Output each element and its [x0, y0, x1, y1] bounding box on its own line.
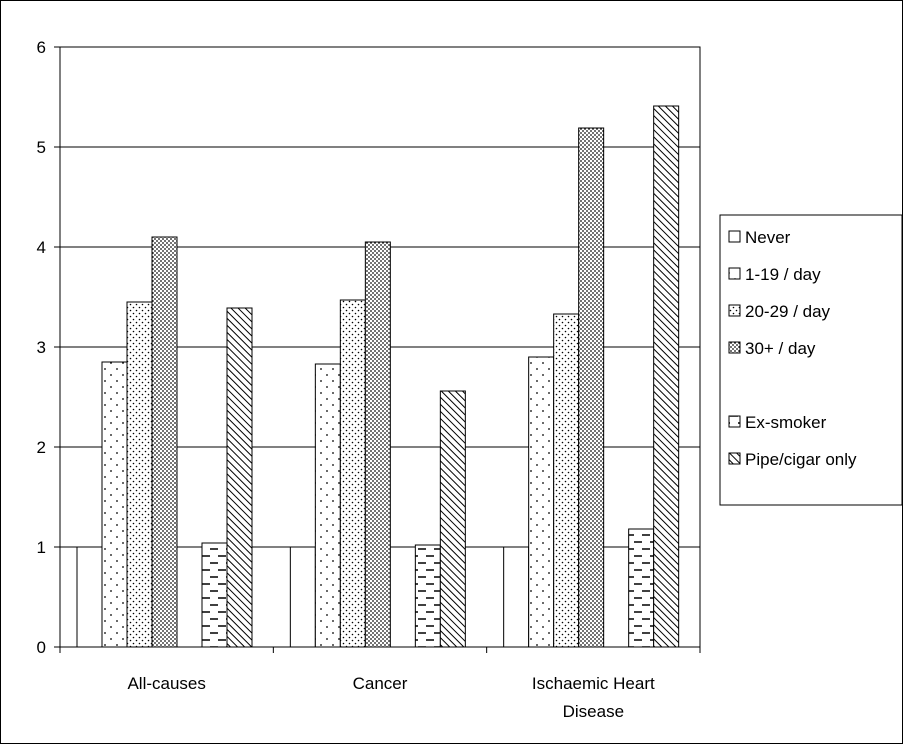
legend-label: Ex-smoker	[745, 413, 827, 432]
bar	[439, 390, 466, 648]
legend-swatch	[728, 304, 741, 317]
bars	[76, 105, 680, 648]
bar	[364, 241, 391, 648]
bar	[528, 356, 555, 648]
y-tick-label: 6	[37, 38, 46, 57]
y-tick-label: 1	[37, 538, 46, 557]
bar	[414, 544, 441, 648]
legend-swatch	[728, 452, 741, 465]
category-label: Disease	[563, 702, 624, 721]
category-label: Ischaemic Heart	[532, 674, 655, 693]
bar	[226, 307, 253, 648]
bar	[339, 299, 366, 648]
y-tick-label: 5	[37, 138, 46, 157]
plot-area-border	[59, 46, 701, 648]
legend-label: 1-19 / day	[745, 265, 821, 284]
bar	[553, 313, 580, 648]
y-tick-label: 2	[37, 438, 46, 457]
y-tick-label: 3	[37, 338, 46, 357]
legend-box	[719, 214, 903, 506]
bar	[76, 546, 103, 648]
legend-label: 20-29 / day	[745, 302, 831, 321]
legend-label: Never	[745, 228, 791, 247]
legend-label: 30+ / day	[745, 339, 816, 358]
bar	[628, 528, 655, 648]
y-tick-label: 4	[37, 238, 46, 257]
bar	[314, 363, 341, 648]
bar	[151, 236, 178, 648]
category-label: Cancer	[353, 674, 408, 693]
legend: Never 1-19 / day 20-29 / day 30+ / day Ex-sm…	[719, 214, 903, 506]
legend-swatch	[728, 267, 741, 280]
legend-swatch	[728, 341, 741, 354]
bar	[101, 361, 128, 648]
y-tick-label: 0	[37, 638, 46, 657]
bar	[503, 546, 530, 648]
legend-label: Pipe/cigar only	[745, 450, 857, 469]
bar	[578, 127, 605, 648]
legend-swatch	[728, 230, 741, 243]
bar	[289, 546, 316, 648]
bar	[653, 105, 680, 648]
bar	[126, 301, 153, 648]
category-label: All-causes	[127, 674, 205, 693]
legend-swatch	[728, 415, 741, 428]
axes: 0 1 2 3 4 5 6 All-causes Cancer Ischaemic Heart Di…	[37, 38, 701, 721]
bar	[201, 542, 228, 648]
